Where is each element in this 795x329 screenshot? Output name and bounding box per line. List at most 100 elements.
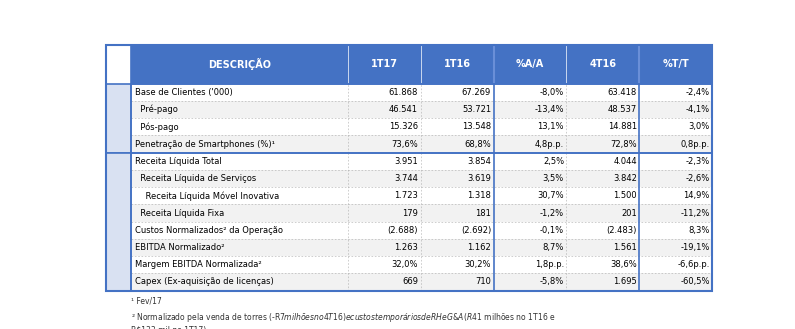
- Bar: [494, 101, 567, 118]
- Text: 3,5%: 3,5%: [543, 174, 564, 183]
- Text: 53.721: 53.721: [462, 105, 491, 114]
- Bar: [639, 153, 712, 170]
- Bar: [421, 273, 494, 291]
- Bar: [131, 44, 712, 84]
- Bar: [639, 239, 712, 256]
- Text: -2,6%: -2,6%: [686, 174, 710, 183]
- Bar: [347, 84, 421, 101]
- Bar: [494, 204, 567, 222]
- Text: -60,5%: -60,5%: [681, 277, 710, 287]
- Bar: [347, 273, 421, 291]
- Bar: [131, 239, 347, 256]
- Bar: [347, 170, 421, 187]
- Text: 1.723: 1.723: [394, 191, 418, 200]
- Text: ² Normalizado pela venda de torres (-R$7 milhões no 4T16) e custos temporários d: ² Normalizado pela venda de torres (-R$7…: [131, 311, 556, 329]
- Bar: [639, 44, 712, 84]
- Text: 669: 669: [402, 277, 418, 287]
- Text: Pré-pago: Pré-pago: [135, 105, 178, 114]
- Bar: [106, 84, 131, 153]
- Bar: [421, 118, 494, 136]
- Text: 3.744: 3.744: [394, 174, 418, 183]
- Bar: [567, 239, 639, 256]
- Bar: [347, 256, 421, 273]
- Bar: [639, 256, 712, 273]
- Bar: [347, 239, 421, 256]
- Bar: [639, 84, 712, 101]
- Text: -6,6p.p.: -6,6p.p.: [677, 260, 710, 269]
- Text: -4,1%: -4,1%: [686, 105, 710, 114]
- Bar: [494, 273, 567, 291]
- Bar: [639, 204, 712, 222]
- Text: Base de Clientes ('000): Base de Clientes ('000): [135, 88, 233, 97]
- Text: Margem EBITDA Normalizada²: Margem EBITDA Normalizada²: [135, 260, 262, 269]
- Bar: [567, 118, 639, 136]
- Text: Financeiro (R$ milhões): Financeiro (R$ milhões): [115, 180, 122, 263]
- Text: 13,1%: 13,1%: [537, 122, 564, 131]
- Text: 30,7%: 30,7%: [537, 191, 564, 200]
- Text: Receita Líquida Fixa: Receita Líquida Fixa: [135, 209, 224, 217]
- Bar: [421, 204, 494, 222]
- Bar: [131, 84, 347, 101]
- Text: -13,4%: -13,4%: [534, 105, 564, 114]
- Text: 1T16: 1T16: [444, 59, 471, 69]
- Text: Penetração de Smartphones (%)¹: Penetração de Smartphones (%)¹: [135, 139, 275, 149]
- Text: 1.561: 1.561: [613, 243, 637, 252]
- Bar: [639, 136, 712, 153]
- Text: DESCRIÇÃO: DESCRIÇÃO: [208, 58, 271, 70]
- Bar: [421, 101, 494, 118]
- Bar: [131, 153, 347, 170]
- Bar: [421, 239, 494, 256]
- Bar: [494, 170, 567, 187]
- Text: 72,8%: 72,8%: [611, 139, 637, 149]
- Text: 179: 179: [402, 209, 418, 217]
- Text: 1.695: 1.695: [613, 277, 637, 287]
- Text: 14,9%: 14,9%: [684, 191, 710, 200]
- Bar: [421, 136, 494, 153]
- Text: Receita Líquida Total: Receita Líquida Total: [135, 157, 222, 166]
- Text: 4,8p.p.: 4,8p.p.: [535, 139, 564, 149]
- Bar: [347, 44, 421, 84]
- Text: Operacional: Operacional: [115, 97, 122, 139]
- Text: 2,5%: 2,5%: [543, 157, 564, 166]
- Bar: [421, 170, 494, 187]
- Text: -8,0%: -8,0%: [540, 88, 564, 97]
- Text: -2,3%: -2,3%: [686, 157, 710, 166]
- Bar: [567, 273, 639, 291]
- Text: 201: 201: [621, 209, 637, 217]
- Text: Custos Normalizados² da Operação: Custos Normalizados² da Operação: [135, 226, 283, 235]
- Bar: [494, 153, 567, 170]
- Bar: [421, 187, 494, 204]
- Bar: [421, 222, 494, 239]
- Bar: [494, 222, 567, 239]
- Text: (2.688): (2.688): [388, 226, 418, 235]
- Bar: [494, 256, 567, 273]
- Text: -19,1%: -19,1%: [681, 243, 710, 252]
- Text: 38,6%: 38,6%: [611, 260, 637, 269]
- Bar: [494, 239, 567, 256]
- Text: 181: 181: [475, 209, 491, 217]
- Text: 46.541: 46.541: [389, 105, 418, 114]
- Text: Receita Líquida de Serviços: Receita Líquida de Serviços: [135, 174, 256, 183]
- Bar: [639, 273, 712, 291]
- Bar: [347, 222, 421, 239]
- Text: 63.418: 63.418: [607, 88, 637, 97]
- Text: 30,2%: 30,2%: [464, 260, 491, 269]
- Bar: [567, 256, 639, 273]
- Text: Pós-pago: Pós-pago: [135, 122, 179, 132]
- Text: 13.548: 13.548: [462, 122, 491, 131]
- Text: 710: 710: [475, 277, 491, 287]
- Text: 1.500: 1.500: [614, 191, 637, 200]
- Bar: [347, 204, 421, 222]
- Text: -11,2%: -11,2%: [681, 209, 710, 217]
- Bar: [567, 84, 639, 101]
- Bar: [131, 84, 712, 153]
- Text: ¹ Fev/17: ¹ Fev/17: [131, 297, 162, 306]
- Text: 14.881: 14.881: [608, 122, 637, 131]
- Bar: [347, 101, 421, 118]
- Text: %A/A: %A/A: [516, 59, 544, 69]
- Text: 1.162: 1.162: [467, 243, 491, 252]
- Text: 3,0%: 3,0%: [688, 122, 710, 131]
- Bar: [106, 153, 131, 291]
- Text: 73,6%: 73,6%: [391, 139, 418, 149]
- Text: 0,8p.p.: 0,8p.p.: [681, 139, 710, 149]
